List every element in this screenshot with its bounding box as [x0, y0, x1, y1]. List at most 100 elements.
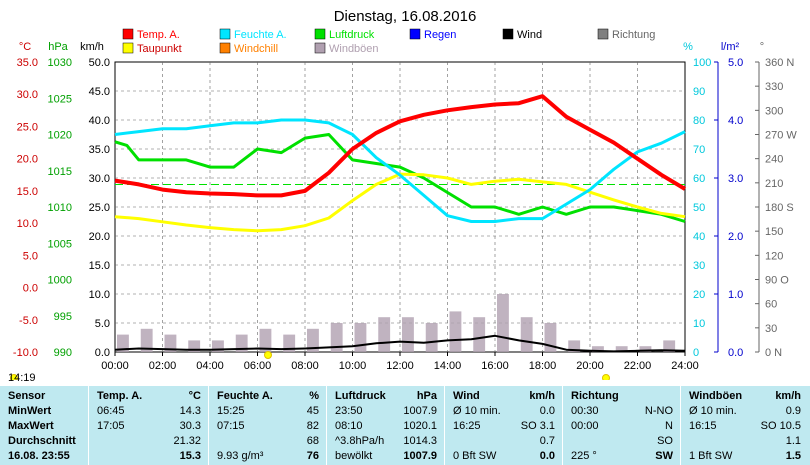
tick-wind: 0.0 [95, 347, 110, 359]
windboeen-bar [568, 340, 581, 352]
tick-x: 24:00 [671, 360, 699, 372]
legend-swatch-luftdruck [314, 28, 326, 40]
windboeen-bar [354, 323, 367, 352]
tick-pressure: 990 [54, 347, 72, 359]
tick-humidity: 40 [693, 231, 705, 243]
windboeen-bar [378, 317, 391, 352]
series [114, 94, 687, 353]
tick-temp: 15.0 [17, 186, 38, 198]
stats-cell-value: 0.0 [539, 450, 555, 462]
stats-table: Sensor MinWert MaxWert Durchschnitt 16.0… [0, 386, 810, 465]
windboeen-bar [212, 340, 224, 352]
stats-cell-time: 16:25 [453, 420, 481, 432]
axis-units: °C hPa km/h% l/m² ° [19, 41, 764, 53]
windboeen-bar [283, 334, 296, 352]
windboeen-bar [473, 317, 486, 352]
tick-wind: 10.0 [89, 289, 110, 301]
stats-cell-time: 07:15 [217, 420, 245, 432]
tick-humidity: 20 [693, 289, 705, 301]
stats-cell-value: 1.1 [785, 435, 801, 447]
legend-swatch-temp [122, 28, 134, 40]
legend-swatch-windchill [219, 42, 231, 54]
tick-direction: 30 [765, 323, 777, 335]
stats-cell-value: 30.3 [179, 420, 201, 432]
tick-pressure: 1025 [48, 93, 72, 105]
tick-temp: -10.0 [13, 347, 38, 359]
stats-header-richtung: Richtung [571, 390, 619, 402]
stats-header-sensor: Sensor [8, 390, 46, 402]
series-line-wind [114, 334, 686, 353]
stats-cell-time: Ø 10 min. [689, 405, 737, 417]
axis-unit-humidity: % [683, 41, 693, 53]
tick-x: 02:00 [149, 360, 177, 372]
stats-cell-time: 23:50 [335, 405, 363, 417]
stats-label-avg: Durchschnitt [8, 435, 76, 447]
legend-swatch-taupunkt [122, 42, 134, 54]
windboeen-bar [164, 334, 177, 352]
stats-cell-time: 00:00 [571, 420, 599, 432]
tick-pressure: 995 [54, 311, 72, 323]
stats-unit-boeen: km/h [775, 390, 801, 402]
stats-cell-value: 15.3 [179, 450, 201, 462]
windboeen-bar [402, 317, 414, 352]
stats-cell-time: 00:30 [571, 405, 599, 417]
tick-wind: 40.0 [89, 115, 110, 127]
tick-direction: 120 [765, 250, 783, 262]
tick-direction: 240 [765, 154, 783, 166]
tick-x: 20:00 [576, 360, 604, 372]
tick-wind: 50.0 [89, 57, 110, 69]
windboeen-bar [497, 294, 509, 352]
tick-pressure: 1030 [48, 57, 72, 69]
stats-cell-value: SO [657, 435, 673, 447]
windboeen-bar [117, 334, 129, 352]
stats-cell-time: 1 Bft SW [689, 450, 733, 462]
legend-label-windboeen: Windböen [329, 43, 379, 55]
axis-unit-wind: km/h [80, 41, 104, 53]
windboeen-bar [592, 346, 604, 352]
stats-col-wind: Wind km/h Ø 10 min. 0.0 16:25 SO 3.1 0.7 0 Bft … [444, 386, 563, 465]
tick-humidity: 30 [693, 260, 705, 272]
tick-temp: 30.0 [17, 89, 38, 101]
stats-header-wind: Wind [453, 390, 480, 402]
stats-cell-time: 16:15 [689, 420, 717, 432]
tick-humidity: 80 [693, 115, 705, 127]
stats-cell-value: 0.0 [539, 405, 555, 417]
tick-x: 22:00 [624, 360, 652, 372]
tick-x: 18:00 [529, 360, 557, 372]
windboeen-bar [615, 346, 628, 352]
stats-cell-value: 1020.1 [403, 420, 437, 432]
windboeen-bar [140, 328, 153, 352]
stats-cell-value: 0.9 [785, 405, 801, 417]
series-line-feuchte [114, 118, 686, 223]
tick-direction: 360 N [765, 57, 794, 69]
stats-col-richtung: Richtung 00:30 N-NO 00:00 N SO 225 ° SW [562, 386, 681, 465]
tick-wind: 45.0 [89, 86, 110, 98]
chart-title: Dienstag, 16.08.2016 [334, 8, 477, 25]
legend-label-regen: Regen [424, 29, 456, 41]
axis-unit-direction: ° [760, 41, 764, 53]
stats-cell-value: N [665, 420, 673, 432]
stats-cell-value: N-NO [644, 405, 673, 417]
stats-cell-time: 08:10 [335, 420, 363, 432]
tick-direction: 60 [765, 299, 777, 311]
stats-col-druck: Luftdruck hPa 23:50 1007.9 08:10 1020.1 ^3.8hP… [326, 386, 445, 465]
tick-x: 12:00 [386, 360, 414, 372]
tick-direction: 270 W [765, 130, 797, 142]
legend-label-luftdruck: Luftdruck [329, 29, 375, 41]
windboeen-bar [330, 323, 343, 352]
windboeen-bar [449, 311, 462, 352]
tick-rain: 2.0 [728, 231, 743, 243]
tick-temp: 25.0 [17, 121, 38, 133]
legend-label-temp: Temp. A. [137, 29, 180, 41]
stats-cell-value: SW [655, 450, 673, 462]
stats-cell-value: 1014.3 [403, 435, 437, 447]
series-line-temp [114, 94, 687, 198]
legend-label-taupunkt: Taupunkt [137, 43, 182, 55]
tick-direction: 90 O [765, 275, 789, 287]
tick-temp: 20.0 [17, 154, 38, 166]
axis-unit-pressure: hPa [48, 41, 68, 53]
tick-pressure: 1000 [48, 275, 72, 287]
right-axes: 10090807060504030201005.04.03.02.01.00.0… [693, 57, 797, 359]
stats-cell-value: 45 [306, 405, 319, 417]
stats-cell-value: 0.7 [539, 435, 555, 447]
